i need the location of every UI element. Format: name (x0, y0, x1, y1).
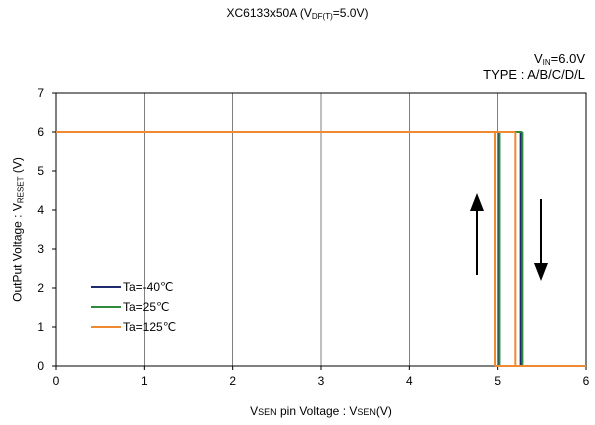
x-tick-label: 1 (141, 374, 148, 388)
x-tick-label: 4 (406, 374, 413, 388)
x-tick-label: 0 (53, 374, 60, 388)
y-tick-label: 7 (37, 86, 44, 100)
vin-condition: VIN=6.0V (533, 51, 585, 67)
x-tick-label: 5 (494, 374, 501, 388)
y-tick-label: 0 (37, 359, 44, 373)
series-lines (56, 131, 586, 367)
y-tick-label: 1 (37, 320, 44, 334)
x-tick-label: 3 (318, 374, 325, 388)
grid-lines (144, 93, 498, 366)
y-axis-label: OutPut Voltage : VRESET (V) (10, 157, 26, 302)
legend-label-3: Ta=125℃ (123, 320, 176, 334)
up-arrow-head (470, 193, 484, 211)
hysteresis-arrows (470, 193, 548, 281)
y-tick-label: 4 (37, 203, 44, 217)
type-condition: TYPE : A/B/C/D/L (483, 67, 585, 82)
y-tick-label: 3 (37, 242, 44, 256)
legend-label-1: Ta=-40℃ (123, 280, 174, 294)
chart-title: XC6133x50A (VDF(T)=5.0V) (226, 6, 369, 21)
y-tick-label: 5 (37, 164, 44, 178)
axis-ticks: 0 1 2 3 4 5 6 0 1 2 3 4 5 6 7 (37, 86, 589, 388)
x-axis-label: VSEN pin Voltage : VSEN(V) (250, 404, 392, 418)
y-tick-label: 2 (37, 281, 44, 295)
x-tick-label: 6 (583, 374, 590, 388)
series-3 (56, 131, 586, 367)
legend-label-2: Ta=25℃ (123, 300, 170, 314)
down-arrow-head (534, 263, 548, 281)
x-tick-label: 2 (229, 374, 236, 388)
legend: Ta=-40℃ Ta=25℃ Ta=125℃ (91, 280, 176, 334)
y-tick-label: 6 (37, 125, 44, 139)
